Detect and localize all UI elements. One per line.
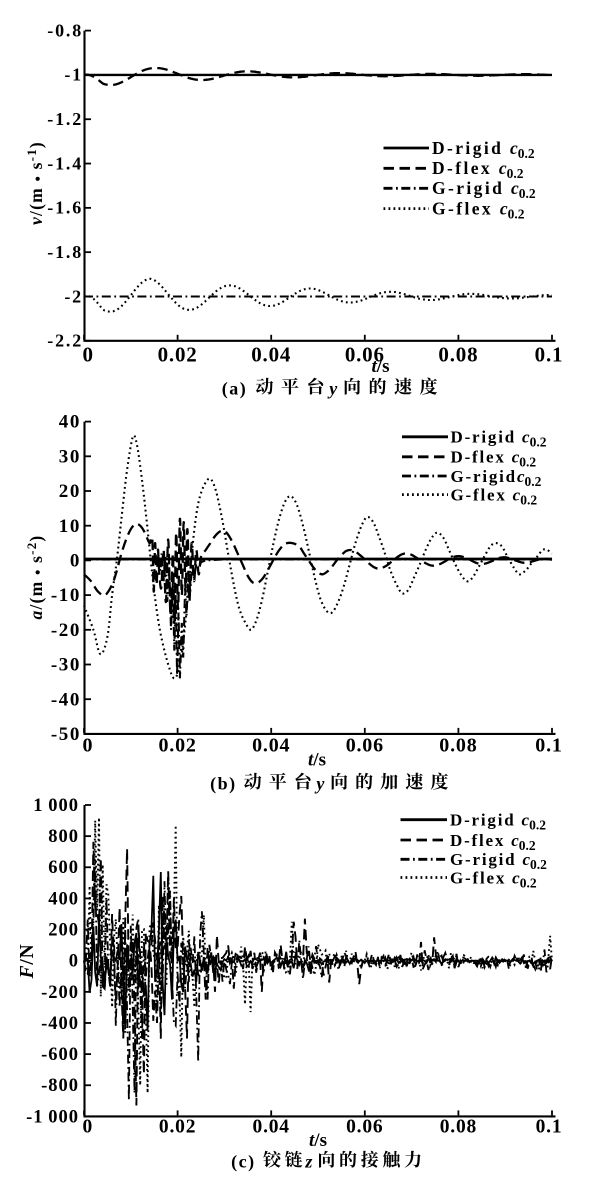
svg-text:0.1: 0.1 — [536, 1117, 563, 1138]
svg-text:G-rigidc0.2: G-rigidc0.2 — [451, 467, 542, 489]
svg-text:0.04: 0.04 — [252, 735, 290, 757]
svg-text:y: y — [314, 774, 325, 794]
svg-text:0.08: 0.08 — [438, 343, 478, 367]
svg-text:-400: -400 — [41, 1014, 79, 1034]
svg-text:D-rigid c0.2: D-rigid c0.2 — [432, 138, 535, 161]
svg-text:0: 0 — [83, 1117, 94, 1138]
svg-text:-0.8: -0.8 — [47, 20, 83, 40]
svg-text:0.08: 0.08 — [439, 735, 477, 757]
svg-text:(a): (a) — [222, 379, 248, 400]
svg-text:0.04: 0.04 — [251, 343, 291, 367]
svg-text:G-rigid c0.2: G-rigid c0.2 — [432, 178, 536, 201]
svg-text:-800: -800 — [41, 1076, 79, 1096]
svg-text:-1.2: -1.2 — [47, 109, 83, 129]
svg-text:0: 0 — [69, 952, 79, 972]
svg-text:-20: -20 — [51, 620, 81, 641]
svg-text:0.06: 0.06 — [346, 735, 384, 757]
svg-text:40: 40 — [59, 412, 81, 433]
svg-text:t/s: t/s — [308, 750, 326, 771]
svg-text:-50: -50 — [51, 724, 81, 745]
svg-text:-1.4: -1.4 — [47, 153, 83, 173]
svg-text:200: 200 — [48, 920, 79, 940]
svg-text:-1.6: -1.6 — [47, 198, 83, 218]
svg-text:0: 0 — [83, 735, 94, 757]
svg-text:z: z — [304, 1152, 312, 1172]
svg-text:-2: -2 — [64, 286, 83, 306]
svg-text:G-flex c0.2: G-flex c0.2 — [451, 485, 538, 507]
svg-text:0.1: 0.1 — [535, 735, 562, 757]
svg-text:0.06: 0.06 — [346, 1117, 383, 1138]
svg-text:-1 000: -1 000 — [26, 1107, 79, 1127]
svg-text:0.08: 0.08 — [440, 1117, 477, 1138]
svg-text:20: 20 — [59, 481, 81, 502]
svg-text:-2.2: -2.2 — [47, 331, 83, 351]
svg-text:-10: -10 — [51, 585, 81, 606]
svg-text:0.06: 0.06 — [345, 343, 385, 367]
svg-text:-1.8: -1.8 — [47, 242, 83, 262]
svg-text:(c): (c) — [231, 1152, 255, 1173]
svg-text:a/(m • s-2): a/(m • s-2) — [24, 535, 47, 620]
svg-text:y: y — [327, 379, 338, 399]
svg-text:0.02: 0.02 — [158, 735, 196, 757]
svg-text:D-flex c0.2: D-flex c0.2 — [450, 831, 536, 853]
svg-text:0: 0 — [83, 343, 94, 367]
svg-text:(b): (b) — [210, 774, 237, 795]
svg-text:G-flex c0.2: G-flex c0.2 — [432, 198, 525, 221]
svg-text:-200: -200 — [41, 983, 79, 1003]
svg-text:-1: -1 — [64, 65, 83, 85]
svg-text:800: 800 — [48, 827, 79, 847]
svg-text:t/s: t/s — [372, 356, 390, 377]
svg-text:v/(m • s-1): v/(m • s-1) — [24, 141, 47, 225]
svg-text:600: 600 — [48, 858, 79, 878]
svg-text:D-flex c0.2: D-flex c0.2 — [451, 448, 537, 470]
svg-text:-600: -600 — [41, 1045, 79, 1065]
svg-text:0.02: 0.02 — [159, 1117, 196, 1138]
svg-text:t/s: t/s — [309, 1130, 327, 1151]
svg-text:0.02: 0.02 — [158, 343, 198, 367]
svg-text:G-rigid c0.2: G-rigid c0.2 — [450, 850, 547, 872]
svg-text:D-rigid c0.2: D-rigid c0.2 — [451, 428, 547, 450]
svg-text:-40: -40 — [51, 689, 81, 710]
svg-text:30: 30 — [59, 446, 81, 467]
svg-text:D-rigid c0.2: D-rigid c0.2 — [450, 811, 546, 833]
svg-text:0.04: 0.04 — [253, 1117, 290, 1138]
svg-text:1 000: 1 000 — [33, 796, 79, 816]
svg-text:-30: -30 — [51, 655, 81, 676]
svg-text:0: 0 — [70, 550, 81, 571]
svg-text:400: 400 — [48, 889, 79, 909]
svg-text:G-flex c0.2: G-flex c0.2 — [450, 868, 537, 890]
svg-text:D-flex c0.2: D-flex c0.2 — [432, 158, 524, 181]
svg-text:F/N: F/N — [17, 944, 38, 980]
svg-text:10: 10 — [59, 516, 81, 537]
svg-text:0.1: 0.1 — [535, 343, 564, 367]
